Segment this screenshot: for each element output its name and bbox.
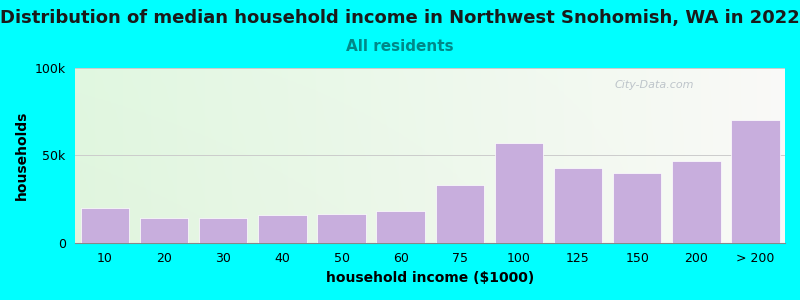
Bar [613,173,662,243]
Text: All residents: All residents [346,39,454,54]
X-axis label: household income ($1000): household income ($1000) [326,271,534,285]
Bar [199,218,247,243]
Bar [140,218,188,243]
Text: Distribution of median household income in Northwest Snohomish, WA in 2022: Distribution of median household income … [0,9,800,27]
Bar [554,168,602,243]
Bar [731,120,780,243]
Bar [494,143,543,243]
Bar [81,208,130,243]
Bar [435,185,484,243]
Bar [258,215,306,243]
Bar [672,160,721,243]
Bar [318,214,366,243]
Bar [376,211,425,243]
Y-axis label: households: households [15,111,29,200]
Text: City-Data.com: City-Data.com [614,80,694,91]
